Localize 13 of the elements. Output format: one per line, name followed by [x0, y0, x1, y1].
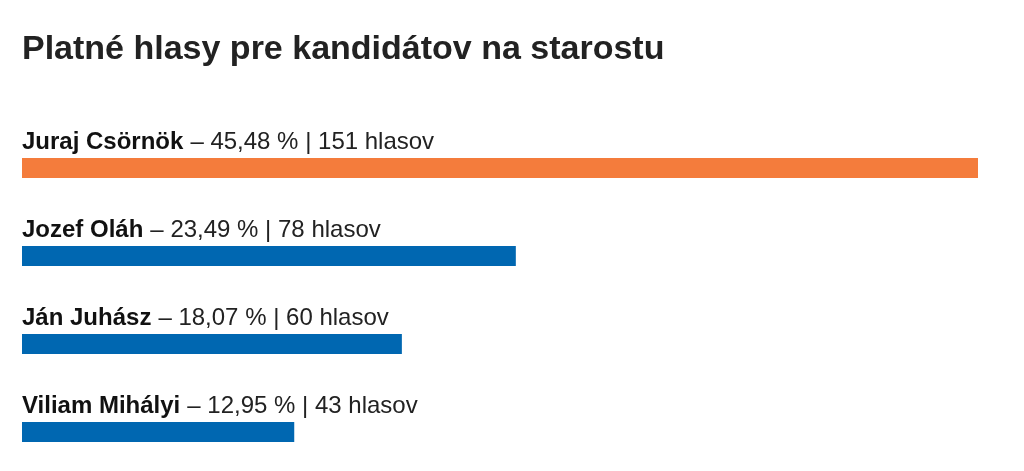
- y-tick-label: Ján Juhász: [22, 303, 152, 330]
- bar: [22, 422, 295, 442]
- chart-title: Platné hlasy pre kandidátov na starostu: [22, 28, 665, 66]
- y-tick-label: Juraj Csörnök: [22, 127, 185, 154]
- y-tick-label: Viliam Mihályi: [22, 391, 181, 418]
- bar: [22, 334, 402, 354]
- bar: [22, 246, 516, 266]
- data-label: – 23,49 % | 78 hlasov: [150, 215, 381, 242]
- data-label: – 12,95 % | 43 hlasov: [187, 391, 418, 418]
- data-label: – 18,07 % | 60 hlasov: [158, 303, 389, 330]
- data-label: – 45,48 % | 151 hlasov: [190, 127, 435, 154]
- bar: [22, 158, 978, 178]
- y-tick-label: Jozef Oláh: [22, 215, 144, 242]
